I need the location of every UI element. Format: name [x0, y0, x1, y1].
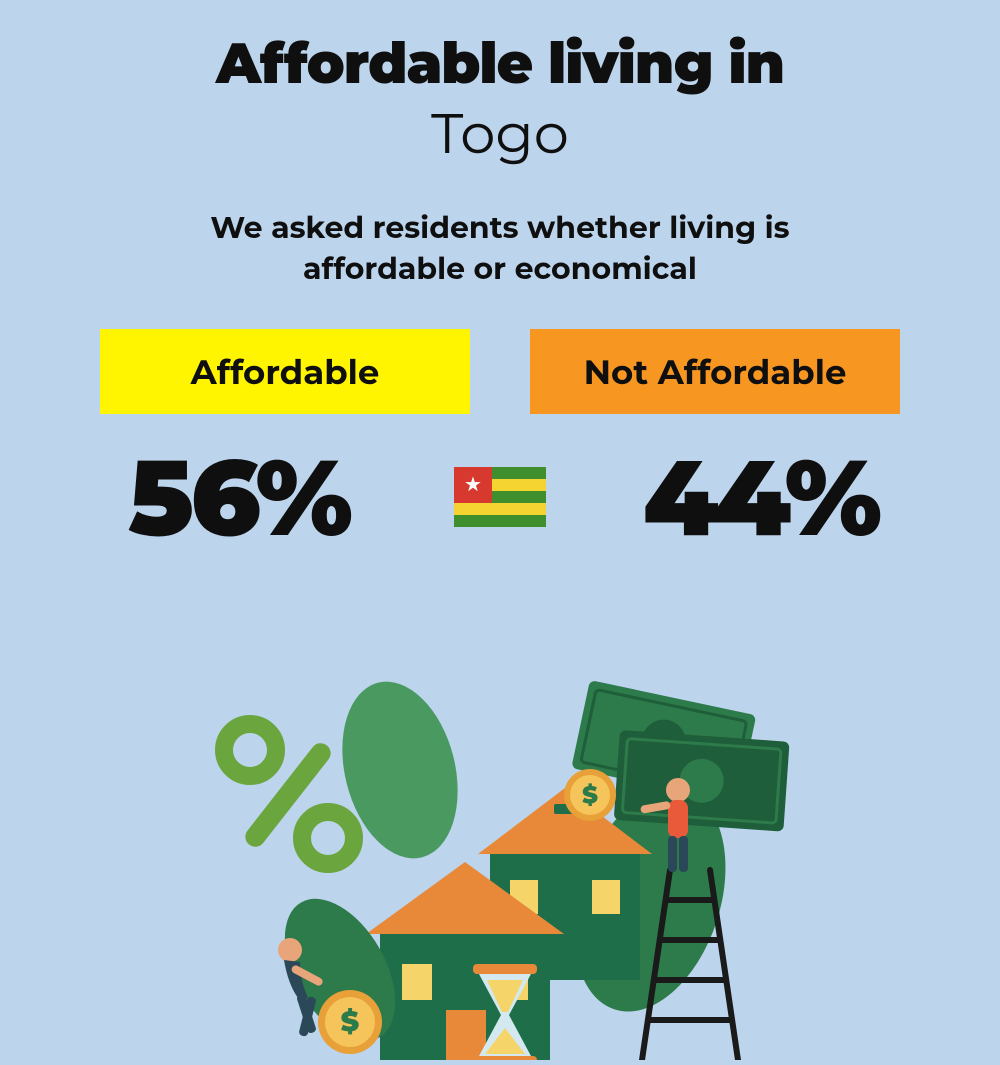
- not-affordable-percent: 44%: [576, 444, 946, 550]
- country-name: Togo: [0, 100, 1000, 168]
- affordable-badge: Affordable: [100, 329, 470, 414]
- badge-row: Affordable Not Affordable: [0, 329, 1000, 414]
- subheading: We asked residents whether living is aff…: [140, 208, 860, 289]
- svg-text:$: $: [341, 1005, 360, 1039]
- housing-illustration: $ $: [190, 640, 810, 1060]
- page-title: Affordable living in: [0, 30, 1000, 98]
- header: Affordable living in Togo: [0, 0, 1000, 168]
- not-affordable-badge-label: Not Affordable: [584, 351, 847, 393]
- affordable-percent: 56%: [54, 444, 424, 550]
- affordable-badge-label: Affordable: [191, 351, 380, 393]
- stats-row: 56% ★ 44%: [0, 444, 1000, 550]
- togo-flag-icon: ★: [454, 467, 546, 527]
- not-affordable-badge: Not Affordable: [530, 329, 900, 414]
- svg-text:$: $: [582, 781, 598, 810]
